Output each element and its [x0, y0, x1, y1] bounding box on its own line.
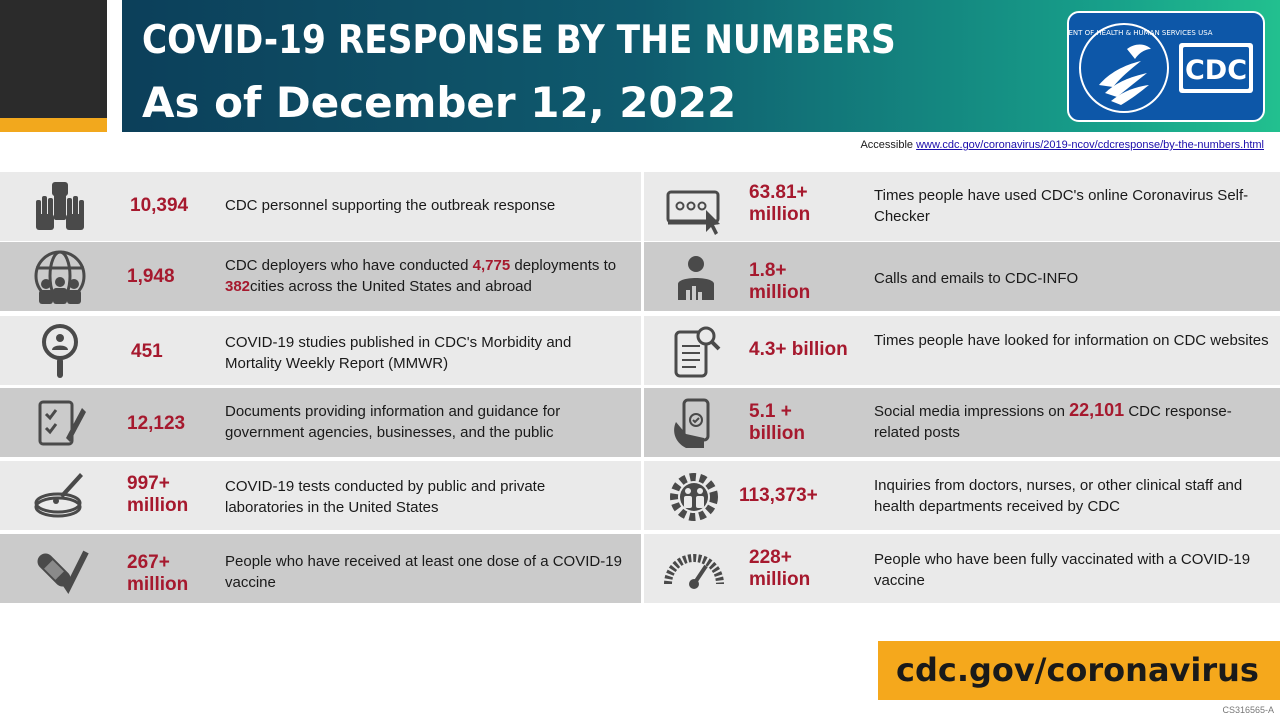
hhs-eagle-icon — [1099, 44, 1151, 105]
stat-number: 63.81+ million — [749, 182, 811, 225]
stat-description: Calls and emails to CDC-INFO — [874, 270, 1079, 287]
stat-row-self-checker: 63.81+ million Times people have used CDC… — [644, 172, 1280, 241]
stat-description: People who have been fully vaccinated wi… — [874, 551, 1251, 589]
browser-cursor-icon — [666, 190, 720, 235]
stat-description: Times people have used CDC's online Coro… — [874, 187, 1249, 225]
stat-row-social-media: 5.1 + billion Social media impressions on… — [644, 388, 1280, 457]
hhs-cdc-logo: DEPARTMENT OF HEALTH & HUMAN SERVICES US… — [1067, 11, 1265, 122]
stat-row-documents: 12,123 Documents providing information a… — [0, 388, 641, 457]
deployments-count: 4,775 — [472, 257, 511, 274]
cdc-logo-text: CDC — [1185, 55, 1247, 86]
stat-row-deployers: 1,948 CDC deployers who have conducted 4… — [0, 242, 641, 311]
stat-number: 451 — [131, 341, 163, 362]
corner-dark-block — [0, 0, 107, 118]
stat-row-studies: 451 COVID-19 studies published in CDC's … — [0, 316, 641, 385]
stat-row-vaccine-dose: 267+ million People who have received at … — [0, 534, 641, 603]
stat-number: 113,373+ — [739, 485, 818, 506]
stat-description: COVID-19 studies published in CDC's Morb… — [225, 334, 572, 372]
gear-people-icon — [670, 473, 718, 521]
stat-number: 228+ million — [749, 547, 811, 590]
globe-people-icon — [34, 250, 86, 304]
stat-description: CDC deployers who have conducted 4,775 d… — [225, 257, 617, 295]
stat-number: 1.8+ million — [749, 260, 811, 303]
stat-description: Documents providing information and guid… — [225, 403, 561, 441]
footer-url-banner[interactable]: cdc.gov/coronavirus — [878, 641, 1280, 700]
stat-description: People who have received at least one do… — [225, 553, 622, 591]
stat-number: 5.1 + billion — [749, 401, 805, 444]
stat-row-personnel: 10,394 CDC personnel supporting the outb… — [0, 172, 641, 241]
raised-hands-icon — [36, 182, 84, 230]
stat-number: 997+ million — [127, 473, 189, 516]
cities-count: 382 — [225, 278, 251, 295]
stat-description: Times people have looked for information… — [874, 332, 1269, 349]
corner-gold-bar — [0, 118, 107, 132]
bandage-check-icon — [37, 550, 89, 594]
stat-number: 10,394 — [130, 195, 189, 216]
page-subtitle: As of December 12, 2022 — [142, 78, 737, 127]
stat-number: 267+ million — [127, 552, 189, 595]
stat-description: CDC personnel supporting the outbreak re… — [225, 197, 556, 214]
stat-number: 1,948 — [127, 266, 175, 287]
person-chart-icon — [678, 256, 714, 300]
accessible-label: Accessible — [860, 139, 914, 151]
page-title: COVID-19 RESPONSE BY THE NUMBERS — [142, 18, 896, 63]
svg-text:DEPARTMENT OF HEALTH & HUMAN S: DEPARTMENT OF HEALTH & HUMAN SERVICES US… — [1069, 29, 1213, 37]
stat-number: 12,123 — [127, 413, 186, 434]
posts-count: 22,101 — [1069, 400, 1125, 420]
accessible-link[interactable]: www.cdc.gov/coronavirus/2019-ncov/cdcres… — [916, 139, 1264, 151]
stat-description: Inquiries from doctors, nurses, or other… — [874, 477, 1243, 515]
document-pen-icon — [38, 400, 86, 446]
stat-description: COVID-19 tests conducted by public and p… — [225, 478, 546, 516]
document-code: CS316565-A — [1222, 705, 1274, 715]
stat-number: 4.3+ billion — [749, 339, 848, 360]
stat-row-tests: 997+ million COVID-19 tests conducted by … — [0, 461, 641, 530]
stat-row-cdc-info: 1.8+ million Calls and emails to CDC-INFO — [644, 242, 1280, 311]
stat-row-websites: 4.3+ billion Times people have looked fo… — [644, 316, 1280, 385]
stat-description: Social media impressions on 22,101 CDC r… — [874, 400, 1232, 441]
accessible-line: Accessible www.cdc.gov/coronavirus/2019-… — [860, 139, 1264, 151]
gauge-icon — [664, 554, 724, 589]
stat-row-inquiries: 113,373+ Inquiries from doctors, nurses,… — [644, 461, 1280, 530]
petri-dish-icon — [34, 473, 83, 518]
phone-hand-icon — [674, 398, 710, 448]
stat-row-fully-vaccinated: 228+ million People who have been fully v… — [644, 534, 1280, 603]
magnifier-person-icon — [42, 324, 78, 378]
document-search-icon — [674, 326, 721, 378]
